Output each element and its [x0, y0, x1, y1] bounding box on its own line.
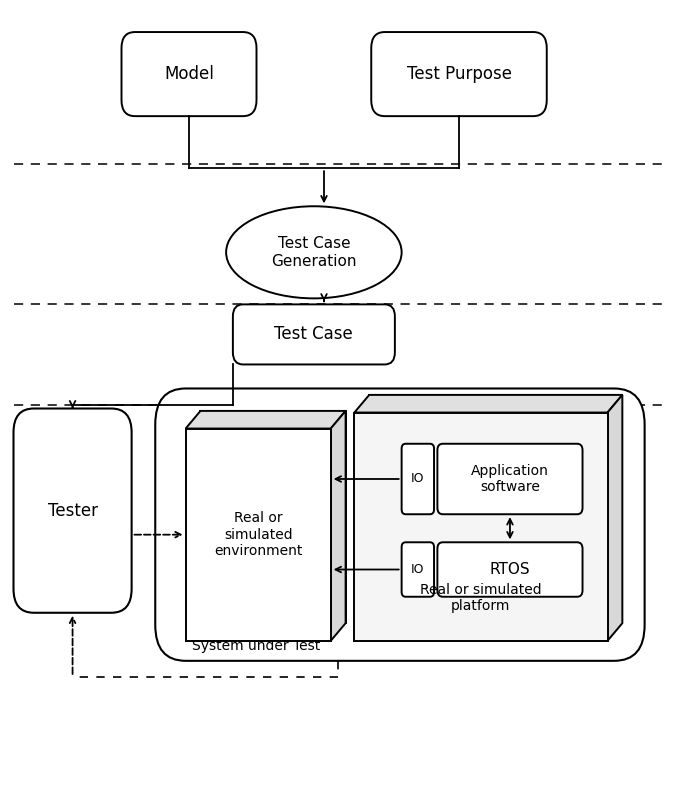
Text: Application
software: Application software: [471, 464, 549, 494]
Polygon shape: [608, 395, 622, 641]
Text: Model: Model: [164, 65, 214, 83]
FancyBboxPatch shape: [437, 444, 583, 514]
FancyBboxPatch shape: [14, 409, 132, 613]
Polygon shape: [200, 411, 346, 623]
Polygon shape: [186, 429, 331, 641]
Text: Test Case
Generation: Test Case Generation: [271, 236, 356, 268]
Text: Real or
simulated
environment: Real or simulated environment: [214, 512, 302, 557]
Text: IO: IO: [411, 563, 425, 576]
Polygon shape: [354, 395, 622, 413]
Text: Test Case: Test Case: [275, 325, 353, 344]
Text: Test Purpose: Test Purpose: [406, 65, 512, 83]
Ellipse shape: [226, 206, 402, 298]
Polygon shape: [186, 411, 346, 429]
Text: System under Test: System under Test: [192, 639, 321, 653]
Polygon shape: [331, 411, 346, 641]
FancyBboxPatch shape: [371, 32, 547, 116]
FancyBboxPatch shape: [402, 542, 434, 597]
Polygon shape: [354, 413, 608, 641]
Polygon shape: [369, 395, 622, 623]
Text: Real or simulated
platform: Real or simulated platform: [420, 582, 542, 613]
FancyBboxPatch shape: [402, 444, 434, 514]
FancyBboxPatch shape: [437, 542, 583, 597]
Text: IO: IO: [411, 473, 425, 485]
FancyBboxPatch shape: [122, 32, 256, 116]
Text: Tester: Tester: [47, 501, 98, 520]
Text: RTOS: RTOS: [489, 562, 531, 577]
FancyBboxPatch shape: [155, 388, 645, 661]
FancyBboxPatch shape: [233, 304, 395, 364]
